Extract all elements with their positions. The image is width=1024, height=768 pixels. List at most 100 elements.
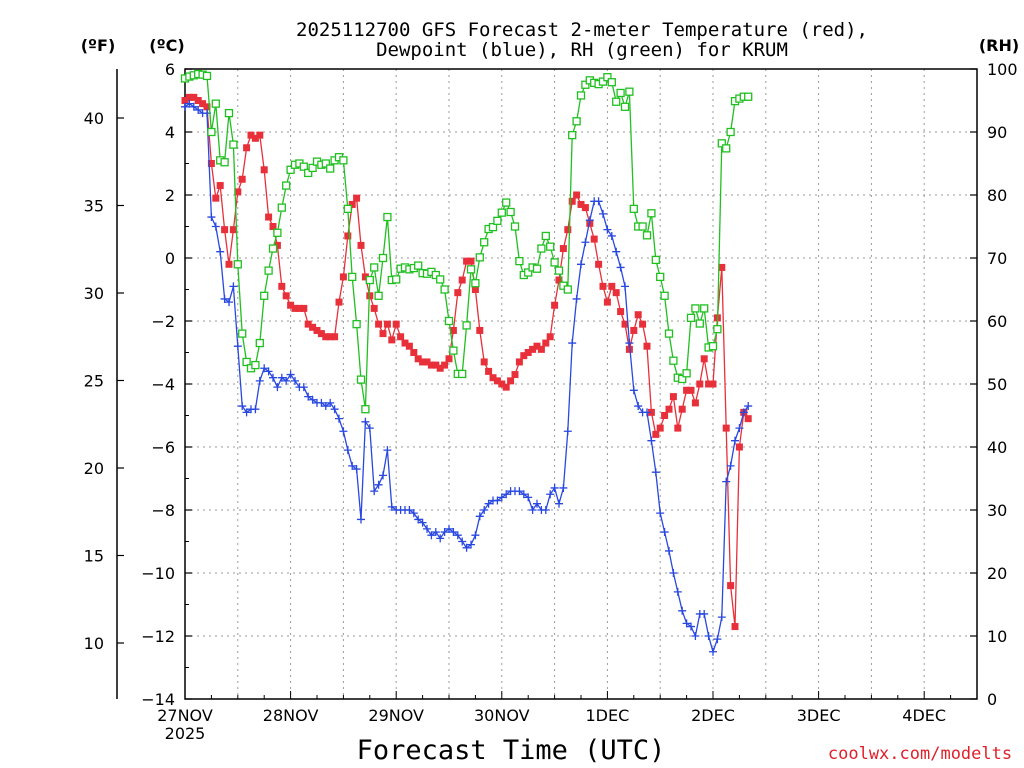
rh-point bbox=[370, 263, 379, 272]
dewpoint-point bbox=[220, 294, 229, 303]
rh-point bbox=[343, 204, 352, 214]
x-tick-label: 30NOV bbox=[474, 706, 530, 725]
dewpoint-point bbox=[735, 424, 744, 433]
chart-title-line-1: 2025112700 GFS Forecast 2-meter Temperat… bbox=[296, 19, 868, 41]
temperature-point bbox=[555, 276, 563, 284]
rh-point bbox=[238, 329, 247, 338]
celsius-tick-label: −12 bbox=[141, 627, 175, 646]
rh-point bbox=[598, 77, 608, 86]
temperature-point bbox=[705, 380, 713, 388]
dewpoint-point bbox=[475, 512, 484, 521]
rh-point bbox=[268, 244, 278, 253]
rh-point bbox=[713, 325, 722, 334]
rh-tick-label: 10 bbox=[987, 627, 1007, 646]
temperature-point bbox=[181, 97, 189, 104]
dewpoint-point bbox=[629, 386, 638, 395]
temperature-point bbox=[449, 326, 457, 334]
rh-point bbox=[286, 165, 295, 174]
dewpoint-point bbox=[238, 402, 247, 411]
dewpoint-point bbox=[409, 509, 418, 518]
rh-point bbox=[308, 163, 317, 173]
celsius-tick-label: 4 bbox=[165, 123, 175, 142]
dewpoint-point bbox=[449, 528, 458, 537]
dewpoint-point bbox=[326, 398, 335, 407]
dewpoint-point bbox=[282, 376, 291, 385]
rh-point bbox=[700, 304, 709, 313]
dewpoint-point bbox=[647, 436, 656, 445]
dewpoint-point bbox=[431, 528, 440, 537]
rh-point bbox=[660, 291, 669, 300]
temperature-point bbox=[273, 241, 281, 249]
temperature-point bbox=[533, 342, 541, 350]
dewpoint-point bbox=[603, 225, 612, 234]
rh-point bbox=[708, 342, 718, 351]
chart-title-line-2: Dewpoint (blue), RH (green) for KRUM bbox=[376, 39, 788, 61]
rh-point bbox=[383, 212, 392, 222]
temperature-point bbox=[546, 333, 554, 341]
rh-point bbox=[378, 253, 388, 263]
rh-line bbox=[184, 73, 749, 410]
temperature-point bbox=[520, 352, 528, 360]
rh-point bbox=[321, 159, 330, 168]
temperature-point bbox=[498, 380, 506, 388]
temperature-point bbox=[251, 134, 259, 142]
rh-point bbox=[207, 127, 216, 137]
dewpoint-point bbox=[299, 383, 308, 392]
dewpoint-point bbox=[445, 524, 453, 533]
temperature-point bbox=[326, 333, 334, 341]
temperature-point bbox=[471, 286, 479, 293]
rh-point bbox=[647, 209, 656, 218]
dewpoint-point bbox=[379, 471, 387, 480]
x-tick-label: 1DEC bbox=[586, 706, 630, 725]
celsius-tick-label: −14 bbox=[141, 690, 175, 709]
rh-point bbox=[440, 285, 449, 294]
temperature-point bbox=[361, 273, 369, 281]
dewpoint-point bbox=[726, 461, 735, 470]
dewpoint-point bbox=[308, 395, 317, 404]
fahrenheit-tick-label: 40 bbox=[84, 109, 104, 128]
temperature-point bbox=[238, 175, 246, 183]
rh-point bbox=[629, 204, 638, 214]
temperature-point bbox=[524, 349, 532, 356]
rh-point bbox=[374, 291, 383, 300]
temperature-point bbox=[744, 415, 752, 423]
dewpoint-point bbox=[471, 531, 480, 540]
dewpoint-point bbox=[484, 499, 493, 508]
celsius-tick-label: 6 bbox=[165, 60, 175, 79]
dewpoint-point bbox=[343, 446, 352, 455]
dewpoint-point bbox=[660, 528, 669, 537]
temperature-point bbox=[674, 424, 682, 432]
dewpoint-point bbox=[374, 480, 383, 489]
temperature-point bbox=[735, 443, 743, 451]
temperature-point bbox=[313, 326, 321, 334]
dewpoint-point bbox=[260, 364, 269, 373]
temperature-point bbox=[216, 182, 224, 190]
fahrenheit-tick-label: 30 bbox=[84, 284, 104, 303]
dewpoint-point bbox=[339, 427, 348, 436]
celsius-tick-label: −8 bbox=[151, 501, 175, 520]
rh-point bbox=[202, 71, 212, 81]
rh-point bbox=[656, 272, 665, 282]
rh-point bbox=[550, 258, 559, 267]
dewpoint-point bbox=[462, 543, 471, 552]
rh-point bbox=[273, 228, 282, 237]
rh-point bbox=[686, 313, 696, 323]
dewpoint-point bbox=[423, 524, 431, 533]
rh-point bbox=[717, 139, 726, 148]
dewpoint-point bbox=[357, 515, 365, 524]
temperature-point bbox=[621, 320, 629, 328]
rh-tick-label: 60 bbox=[987, 312, 1007, 331]
temperature-point bbox=[339, 273, 347, 281]
dewpoint-point bbox=[436, 534, 445, 543]
rh-series bbox=[180, 69, 753, 414]
dewpoint-point bbox=[181, 102, 189, 111]
dewpoint-point bbox=[643, 408, 651, 417]
temperature-point bbox=[331, 333, 339, 341]
rh-point bbox=[625, 87, 634, 96]
temperature-point bbox=[573, 191, 581, 199]
rh-point bbox=[304, 168, 313, 178]
celsius-unit-label: (ºC) bbox=[149, 36, 184, 55]
dewpoint-point bbox=[418, 518, 427, 527]
dewpoint-point bbox=[211, 222, 220, 231]
rh-point bbox=[554, 266, 564, 275]
